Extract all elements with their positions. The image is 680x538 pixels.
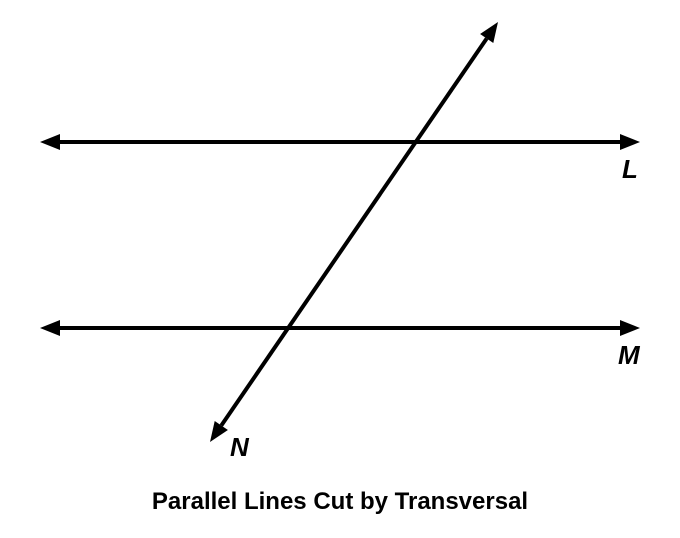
label-L: L — [622, 154, 638, 185]
diagram-container: L M N Parallel Lines Cut by Transversal — [0, 0, 680, 538]
label-M: M — [618, 340, 640, 371]
diagram-svg — [0, 0, 680, 538]
diagram-caption: Parallel Lines Cut by Transversal — [0, 488, 680, 516]
label-N: N — [230, 432, 249, 463]
